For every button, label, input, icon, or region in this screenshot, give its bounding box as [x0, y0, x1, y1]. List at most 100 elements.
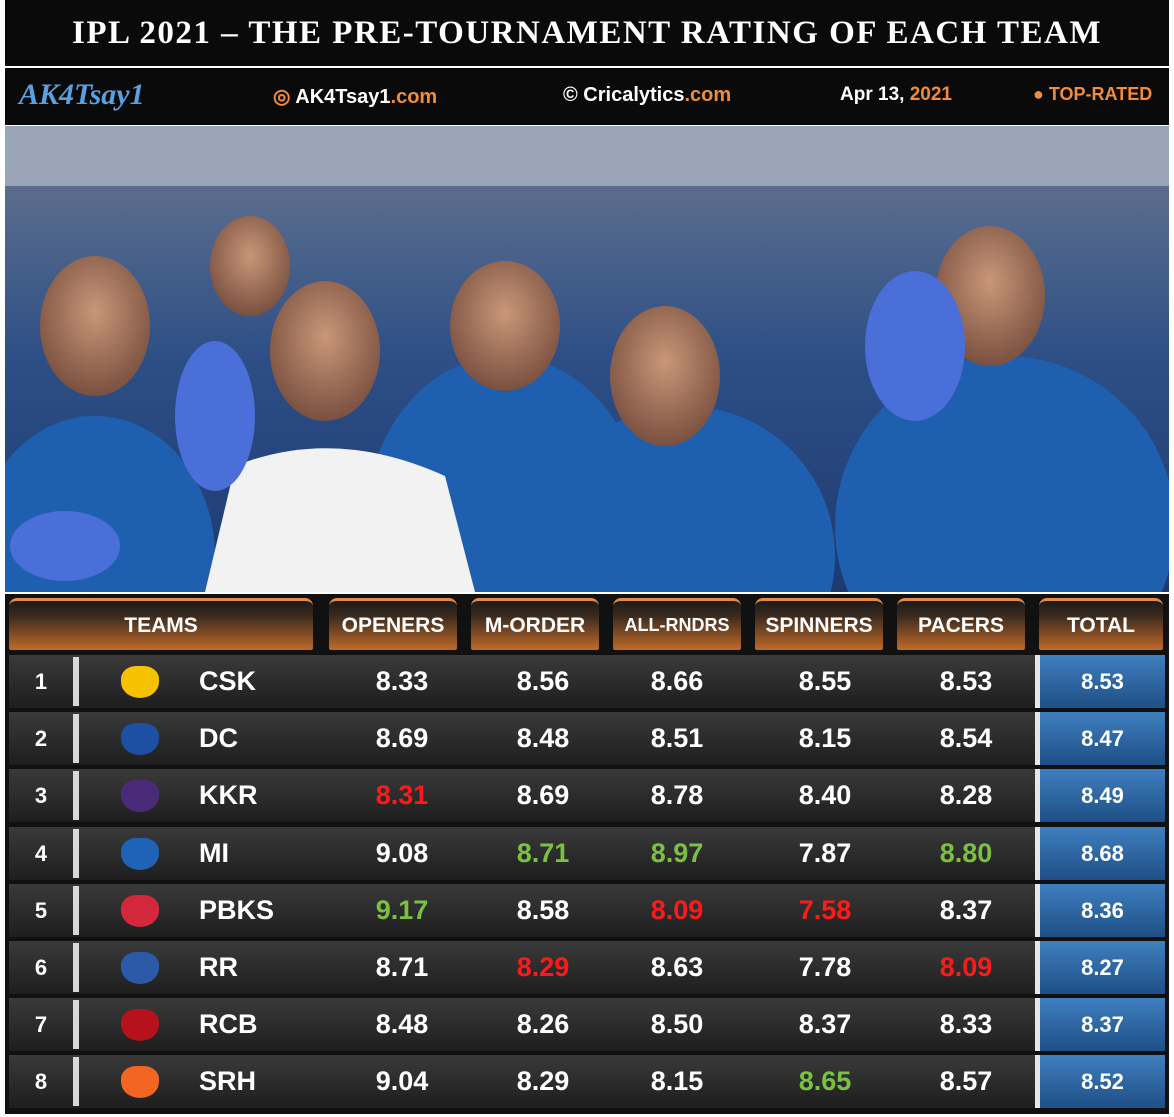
site-tld: .com — [390, 86, 438, 108]
rating: 8.66 — [650, 666, 704, 696]
column-header: TEAMS — [9, 598, 313, 650]
date-year: 2021 — [909, 84, 952, 105]
team-name: MI — [199, 837, 229, 868]
rating: 7.87 — [798, 837, 852, 868]
team-name: PBKS — [199, 894, 275, 925]
column-header: M-ORDER — [471, 598, 599, 650]
credit-tld: .com — [684, 84, 732, 106]
rating: 8.09 — [650, 894, 704, 925]
rating: 8.15 — [798, 723, 852, 754]
rating: 8.33 — [375, 666, 429, 696]
rating: 8.29 — [516, 1066, 570, 1097]
rating: 8.69 — [516, 780, 570, 811]
rating: 9.04 — [375, 1066, 429, 1097]
team-logo — [121, 952, 159, 984]
rating: 8.33 — [939, 1009, 993, 1040]
rating: 8.09 — [939, 952, 993, 982]
rank: 3 — [34, 783, 48, 809]
separator — [73, 1057, 79, 1107]
rating-table: TEAMS OPENERS M-ORDER ALL-RNDRS SPINNERS PACE… — [5, 594, 1169, 1114]
site: ◎ AK4Tsay1.com — [273, 86, 438, 108]
total: 8.49 — [1035, 769, 1165, 823]
rating: 8.55 — [798, 666, 852, 696]
credit-name: © Cricalytics — [563, 84, 685, 106]
team-logo — [121, 1066, 159, 1099]
table-row: 8 SRH 9.04 8.29 8.15 8.65 8.57 8.52 — [9, 1055, 1165, 1109]
separator — [73, 771, 79, 821]
rating: 9.08 — [375, 837, 429, 868]
column-header: OPENERS — [329, 598, 457, 650]
rank: 2 — [34, 726, 48, 752]
total: 8.27 — [1035, 941, 1165, 994]
team-photo — [5, 126, 1169, 592]
rating: 7.78 — [798, 952, 852, 982]
title: IPL 2021 – THE PRE-TOURNAMENT RATING OF … — [5, 0, 1169, 66]
separator — [73, 885, 79, 935]
column-header: SPINNERS — [755, 598, 883, 650]
logo: AK4Tsay1 — [19, 78, 145, 111]
rank: 5 — [34, 897, 48, 923]
column-header: TOTAL — [1039, 598, 1163, 650]
legend: ● TOP-RATED — [1033, 84, 1153, 104]
rating: 8.48 — [516, 723, 570, 754]
team-name: SRH — [199, 1066, 257, 1097]
total: 8.68 — [1035, 826, 1165, 880]
rating: 9.17 — [375, 894, 429, 925]
table-row: 6 RR 8.71 8.29 8.63 7.78 8.09 8.27 — [9, 941, 1165, 994]
rating: 8.51 — [650, 723, 704, 754]
rating: 8.97 — [650, 837, 704, 868]
team-logo — [121, 666, 159, 698]
team-logo — [121, 723, 159, 756]
separator — [73, 714, 79, 764]
sub-header: AK4Tsay1 ◎ AK4Tsay1.com © Cricalytics.co… — [5, 68, 1169, 125]
rank: 4 — [34, 840, 48, 866]
rating: 7.58 — [798, 894, 852, 925]
date-day: Apr 13, — [840, 84, 905, 105]
rating: 8.78 — [650, 780, 704, 811]
rating: 8.29 — [516, 952, 570, 982]
table-row: 1 CSK 8.33 8.56 8.66 8.55 8.53 8.53 — [9, 655, 1165, 708]
rating: 8.37 — [939, 894, 993, 925]
rating: 8.57 — [939, 1066, 993, 1097]
rank: 6 — [34, 955, 48, 980]
team-logo — [121, 780, 159, 813]
team-name: DC — [199, 723, 238, 754]
rating: 8.40 — [798, 780, 852, 811]
rating: 8.54 — [939, 723, 993, 754]
rating: 8.15 — [650, 1066, 704, 1097]
rank: 7 — [34, 1012, 48, 1038]
table-row: 2 DC 8.69 8.48 8.51 8.15 8.54 8.47 — [9, 712, 1165, 766]
table-row: 4 MI 9.08 8.71 8.97 7.87 8.80 8.68 — [9, 826, 1165, 880]
team-logo — [121, 837, 159, 870]
team-logo — [121, 1009, 159, 1042]
total: 8.37 — [1035, 998, 1165, 1052]
rating: 8.53 — [939, 666, 993, 696]
rating: 8.37 — [798, 1009, 852, 1040]
team-name: RCB — [199, 1009, 258, 1040]
separator — [73, 1000, 79, 1050]
rating: 8.31 — [375, 780, 429, 811]
column-header: PACERS — [897, 598, 1025, 650]
column-header: ALL-RNDRS — [613, 598, 741, 650]
total: 8.36 — [1035, 883, 1165, 937]
rating: 8.69 — [375, 723, 429, 754]
rating: 8.71 — [516, 837, 570, 868]
total: 8.47 — [1035, 712, 1165, 766]
rank: 1 — [34, 669, 48, 694]
team-name: CSK — [199, 666, 257, 696]
total: 8.53 — [1035, 655, 1165, 708]
site-name: AK4Tsay1 — [295, 86, 391, 108]
table-row: 3 KKR 8.31 8.69 8.78 8.40 8.28 8.49 — [9, 769, 1165, 823]
rating: 8.56 — [516, 666, 570, 696]
rating: 8.48 — [375, 1009, 429, 1040]
date: Apr 13, 2021 — [840, 84, 952, 106]
rating: 8.80 — [939, 837, 993, 868]
rating: 8.26 — [516, 1009, 570, 1040]
credit: © Cricalytics.com — [563, 84, 731, 107]
team-name: KKR — [199, 780, 258, 811]
rating: 8.50 — [650, 1009, 704, 1040]
separator — [73, 943, 79, 992]
rating: 8.63 — [650, 952, 704, 982]
rating: 8.58 — [516, 894, 570, 925]
